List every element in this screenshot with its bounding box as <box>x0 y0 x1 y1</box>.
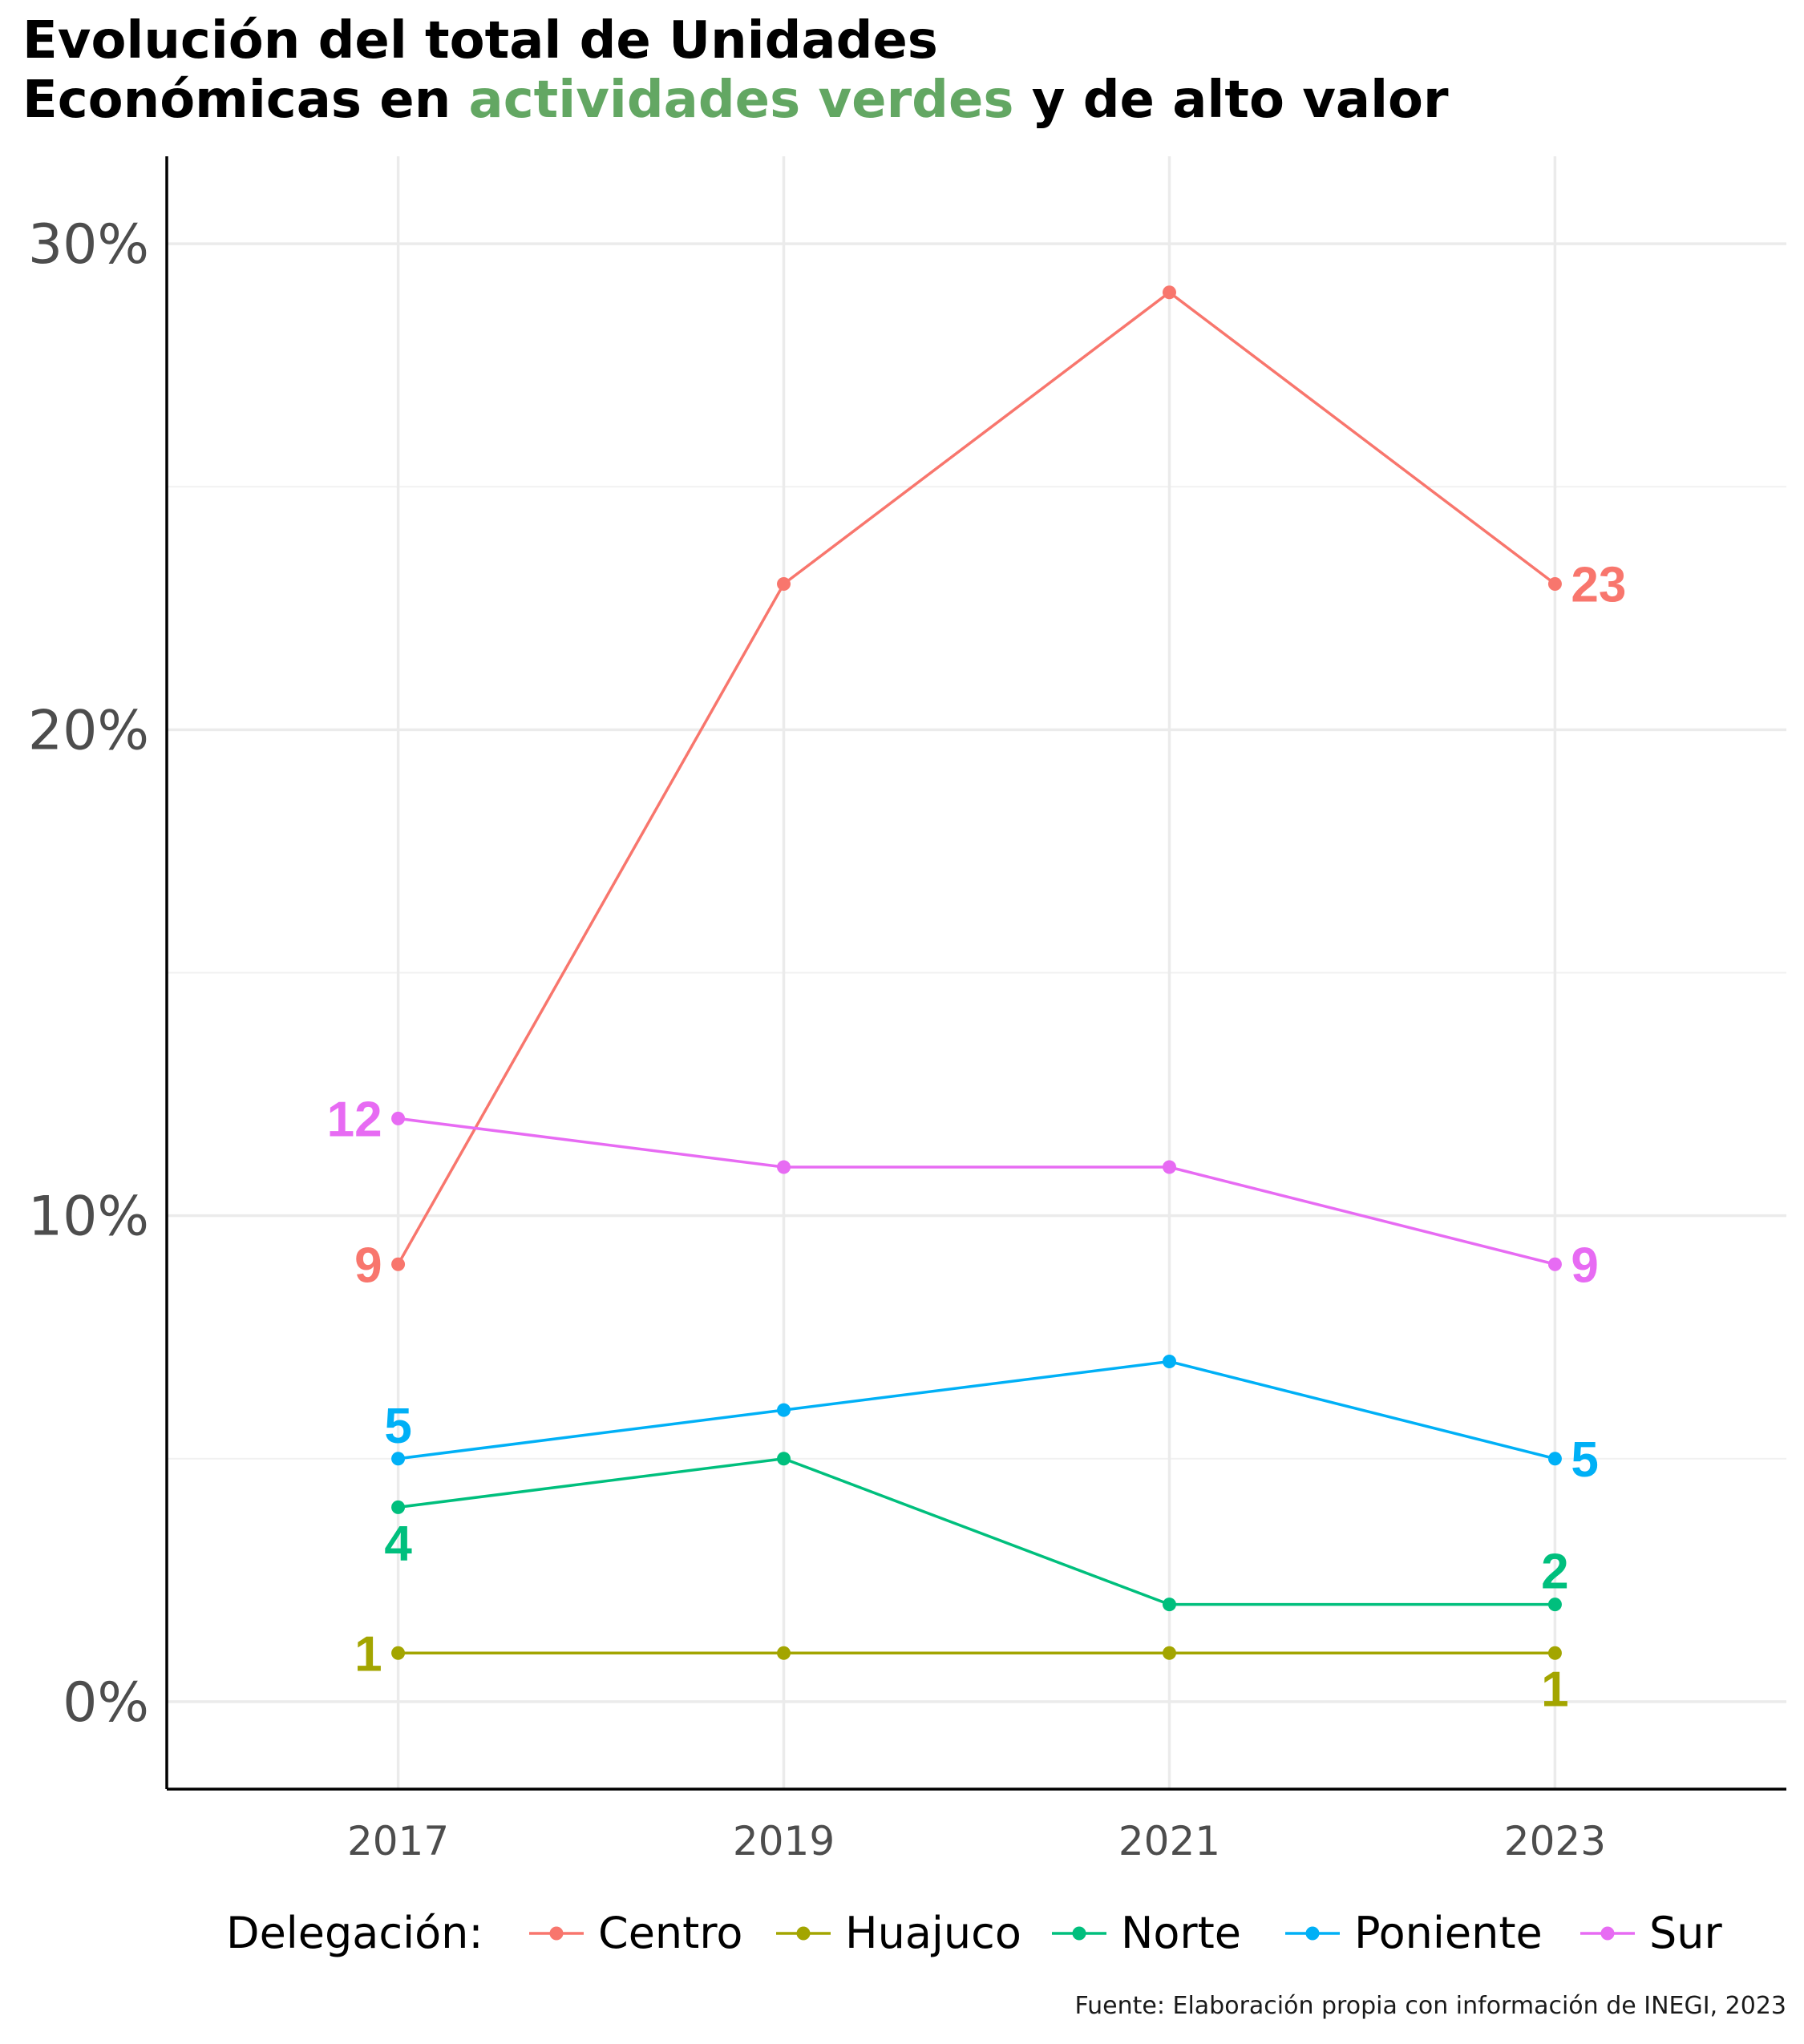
chart-axes <box>165 156 1786 1791</box>
source-caption: Fuente: Elaboración propia con informaci… <box>1074 1992 1786 2020</box>
title-line-1: Evolución del total de Unidades <box>22 11 938 71</box>
data-label-sur: 9 <box>1571 1238 1598 1293</box>
data-point-sur <box>777 1160 791 1174</box>
data-label-centro: 9 <box>354 1238 382 1293</box>
data-point-sur <box>1547 1257 1562 1271</box>
data-point-huajuco <box>1162 1646 1176 1660</box>
legend-item-centro: Centro <box>598 1908 742 1958</box>
x-tick-label: 2017 <box>347 1818 449 1864</box>
data-point-norte <box>391 1500 406 1514</box>
data-point-huajuco <box>391 1646 406 1660</box>
title-line-2-end: y de alto valor <box>1013 71 1449 130</box>
data-point-centro <box>391 1257 406 1271</box>
legend-item-norte: Norte <box>1121 1908 1241 1958</box>
data-point-poniente <box>391 1452 406 1466</box>
y-tick-label: 0% <box>63 1671 149 1735</box>
x-tick-label: 2023 <box>1504 1818 1606 1864</box>
data-point-sur <box>391 1111 406 1125</box>
legend-key-point-centro <box>549 1926 564 1941</box>
data-point-centro <box>1162 285 1176 300</box>
series-line-norte <box>398 1456 1555 1606</box>
data-label-poniente: 5 <box>1571 1432 1598 1488</box>
x-tick-label: 2021 <box>1118 1818 1220 1864</box>
data-point-poniente <box>777 1403 791 1417</box>
tick-labels: 0% 10% 20% 30% 2017 2019 2021 2023 <box>28 213 1606 1864</box>
legend-item-huajuco: Huajuco <box>845 1908 1021 1958</box>
y-tick-label: 20% <box>28 699 149 762</box>
legend-title: Delegación: <box>226 1908 483 1958</box>
data-point-poniente <box>1547 1452 1562 1466</box>
legend-item-sur: Sur <box>1649 1908 1723 1958</box>
legend-key-point-huajuco <box>796 1926 811 1941</box>
data-point-huajuco <box>1547 1646 1562 1660</box>
legend-key-point-sur <box>1600 1926 1615 1941</box>
data-series <box>391 285 1562 1660</box>
title-highlight: actividades verdes <box>468 71 1014 130</box>
legend: Delegación: Centro Huajuco Norte Poniente Sur <box>226 1908 1723 1958</box>
series-line-sur <box>398 1117 1555 1266</box>
data-point-huajuco <box>777 1646 791 1660</box>
x-tick-label: 2019 <box>733 1818 835 1864</box>
title-line-2-start: Económicas en <box>22 71 469 130</box>
data-label-sur: 12 <box>327 1092 382 1147</box>
y-tick-label: 10% <box>28 1186 149 1249</box>
data-point-centro <box>777 577 791 591</box>
data-label-poniente: 5 <box>384 1399 411 1454</box>
data-point-norte <box>1547 1598 1562 1612</box>
data-label-norte: 2 <box>1541 1545 1568 1600</box>
data-point-sur <box>1162 1160 1176 1174</box>
series-line-centro <box>397 290 1556 1266</box>
data-point-poniente <box>1162 1355 1176 1368</box>
data-point-norte <box>777 1452 791 1466</box>
data-label-huajuco: 1 <box>1541 1662 1568 1717</box>
y-tick-label: 30% <box>28 213 149 277</box>
series-line-poniente <box>398 1359 1555 1460</box>
legend-item-poniente: Poniente <box>1354 1908 1543 1958</box>
grid-lines <box>167 156 1786 1789</box>
data-point-centro <box>1547 577 1562 591</box>
data-point-norte <box>1162 1598 1176 1612</box>
legend-key-point-poniente <box>1305 1926 1320 1941</box>
data-label-norte: 4 <box>384 1516 412 1571</box>
chart-title: Evolución del total de Unidades Económic… <box>22 11 1449 130</box>
legend-key-point-norte <box>1072 1926 1086 1941</box>
data-label-huajuco: 1 <box>354 1626 382 1682</box>
data-label-centro: 23 <box>1571 558 1626 613</box>
